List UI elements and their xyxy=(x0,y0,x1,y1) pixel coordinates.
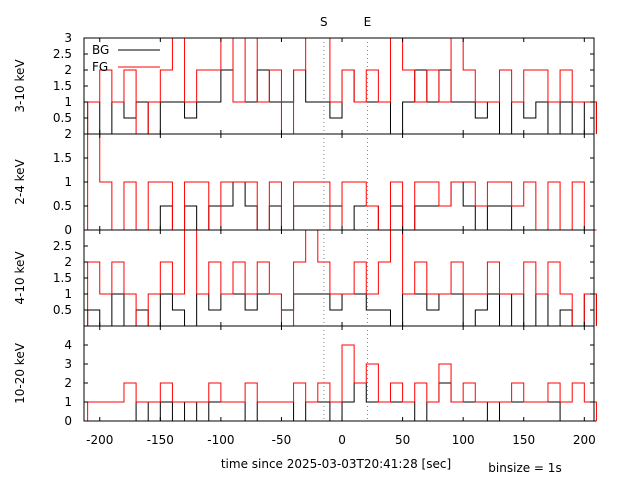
y-axis-label: 3-10 keV xyxy=(13,59,27,113)
y-tick-label: 2.5 xyxy=(53,239,72,253)
series-fg-panel-4 xyxy=(87,344,597,421)
y-tick-label: 1.5 xyxy=(53,79,72,93)
y-tick-label: 2 xyxy=(64,376,72,390)
x-tick-label: 100 xyxy=(452,433,475,447)
x-tick-label: 50 xyxy=(395,433,410,447)
x-tick-label: -150 xyxy=(147,433,174,447)
x-tick-label: -50 xyxy=(272,433,292,447)
y-tick-label: 2.5 xyxy=(53,47,72,61)
series-fg-panel-1 xyxy=(87,37,597,135)
y-tick-label: 2 xyxy=(64,255,72,269)
binsize-label: binsize = 1s xyxy=(488,461,561,475)
y-tick-label: 1.5 xyxy=(53,271,72,285)
y-tick-label: 1 xyxy=(64,175,72,189)
series-fg-panel-3 xyxy=(87,229,597,327)
y-tick-label: 3 xyxy=(64,357,72,371)
legend: BG FG xyxy=(92,43,160,74)
y-tick-label: 0.5 xyxy=(53,303,72,317)
legend-label-bg: BG xyxy=(92,43,109,57)
x-tick-label: -100 xyxy=(207,433,234,447)
y-axis-label: 2-4 keV xyxy=(13,158,27,204)
y-tick-label: 0 xyxy=(64,414,72,428)
x-tick-label: 0 xyxy=(338,433,346,447)
y-axis-label: 4-10 keV xyxy=(13,251,27,305)
panel-3: 0.5 1 1.5 2 2.5 4-10 keV xyxy=(13,229,597,327)
y-tick-label: 1 xyxy=(64,95,72,109)
y-tick-label: 1.5 xyxy=(53,151,72,165)
y-tick-label: 2 xyxy=(64,127,72,141)
marker-label-s: S xyxy=(320,15,328,29)
marker-label-e: E xyxy=(364,15,372,29)
panel-1: 0.5 1 1.5 2 2.5 3 3-10 keV BG FG xyxy=(13,31,597,135)
series-bg-panel-3 xyxy=(87,293,597,327)
y-tick-label: 0.5 xyxy=(53,199,72,213)
y-tick-label: 0 xyxy=(64,223,72,237)
y-tick-label: 2 xyxy=(64,63,72,77)
y-axis-label: 10-20 keV xyxy=(13,342,27,404)
plot-frame xyxy=(83,325,595,422)
x-tick-label: -200 xyxy=(86,433,113,447)
series-fg-panel-2 xyxy=(87,133,597,231)
y-tick-label: 3 xyxy=(64,31,72,45)
legend-label-fg: FG xyxy=(92,60,108,74)
y-tick-label: 4 xyxy=(64,338,72,352)
panel-2: 0 0.5 1 1.5 2 2-4 keV xyxy=(13,127,597,237)
x-tick-label: 150 xyxy=(512,433,535,447)
x-axis-label: time since 2025-03-03T20:41:28 [sec] xyxy=(221,457,451,471)
y-tick-label: 1 xyxy=(64,395,72,409)
y-tick-label: 0.5 xyxy=(53,111,72,125)
panel-4: 0 1 2 3 4 10-20 keV xyxy=(13,325,597,428)
x-tick-label: 200 xyxy=(573,433,596,447)
y-tick-label: 1 xyxy=(64,287,72,301)
